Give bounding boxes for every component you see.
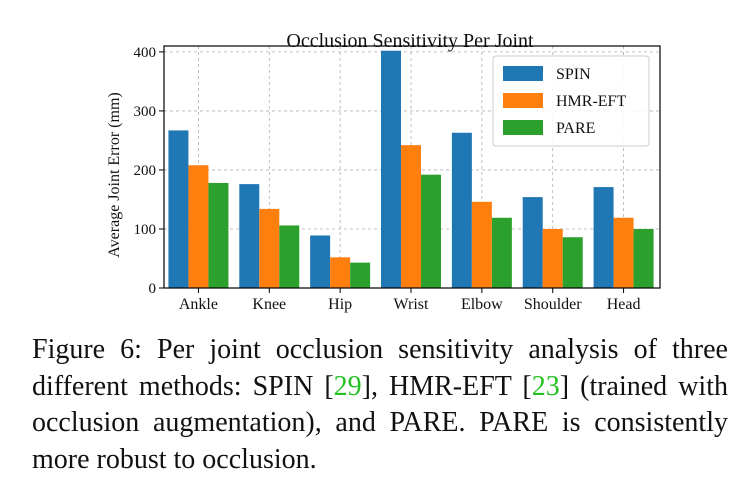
bar-spin-shoulder bbox=[522, 197, 543, 288]
bar-pare-hip bbox=[350, 262, 371, 288]
legend-swatch-pare bbox=[503, 120, 543, 135]
y-tick-label: 0 bbox=[149, 281, 157, 297]
x-tick-label: Head bbox=[607, 296, 641, 313]
bars-layer bbox=[168, 50, 654, 288]
citation-link-29[interactable]: 29 bbox=[333, 370, 362, 402]
bar-spin-head bbox=[593, 187, 614, 288]
bar-pare-wrist bbox=[421, 174, 441, 288]
x-tick-label: Wrist bbox=[394, 296, 429, 313]
plot-frame bbox=[163, 45, 661, 289]
bar-spin-elbow bbox=[451, 132, 472, 288]
y-axis-label: Average Joint Error (mm) bbox=[106, 92, 123, 257]
chart-title: Occlusion Sensitivity Per Joint bbox=[286, 30, 534, 52]
bar-spin-knee bbox=[239, 184, 260, 288]
bar-spin-wrist bbox=[381, 50, 401, 288]
bar-hmr-eft-elbow bbox=[471, 201, 492, 288]
y-tick-label: 200 bbox=[134, 163, 157, 179]
bar-hmr-eft-knee bbox=[259, 208, 280, 288]
y-tick-label: 100 bbox=[134, 222, 157, 238]
bar-hmr-eft-ankle bbox=[188, 165, 209, 288]
legend-label-hmr-eft: HMR-EFT bbox=[556, 93, 626, 110]
ticks-layer: 0 100 200 300 400 Ankle Knee Hip Wrist Elbow Shoul… bbox=[134, 45, 641, 313]
caption-text-2: ], HMR-EFT [ bbox=[361, 370, 532, 402]
bar-pare-ankle bbox=[208, 182, 229, 288]
legend-swatch-hmr-eft bbox=[503, 93, 543, 108]
figure-caption: Figure 6: Per joint occlusion sensitivit… bbox=[32, 332, 728, 478]
bar-spin-hip bbox=[310, 235, 331, 288]
x-tick-label: Ankle bbox=[179, 296, 218, 313]
caption-label: Figure 6: bbox=[32, 334, 142, 365]
x-tick-label: Knee bbox=[252, 296, 286, 313]
legend-swatch-spin bbox=[503, 66, 543, 81]
x-tick-label: Shoulder bbox=[524, 296, 582, 313]
y-tick-label: 400 bbox=[134, 45, 157, 61]
bar-pare-shoulder bbox=[562, 237, 583, 288]
bar-chart: Occlusion Sensitivity Per Joint Average … bbox=[106, 30, 661, 313]
caption-text-1: Per joint occlusion sensitivity analysis… bbox=[32, 334, 728, 402]
bar-hmr-eft-head bbox=[613, 217, 634, 288]
legend-label-pare: PARE bbox=[556, 120, 595, 137]
bar-hmr-eft-wrist bbox=[401, 145, 421, 288]
x-tick-label: Hip bbox=[328, 296, 352, 313]
bar-spin-ankle bbox=[168, 130, 189, 288]
bar-pare-knee bbox=[279, 225, 300, 288]
legend-label-spin: SPIN bbox=[556, 66, 591, 83]
citation-link-23[interactable]: 23 bbox=[531, 370, 560, 402]
caption-text-3: ] (trained with occlusion augmentation),… bbox=[32, 370, 728, 475]
bar-hmr-eft-hip bbox=[330, 257, 351, 288]
legend: SPIN HMR-EFT PARE bbox=[492, 55, 650, 147]
bar-hmr-eft-shoulder bbox=[542, 228, 563, 288]
bar-pare-head bbox=[633, 228, 654, 288]
bar-pare-elbow bbox=[491, 217, 512, 288]
y-tick-label: 300 bbox=[134, 104, 157, 120]
x-tick-label: Elbow bbox=[461, 296, 503, 313]
